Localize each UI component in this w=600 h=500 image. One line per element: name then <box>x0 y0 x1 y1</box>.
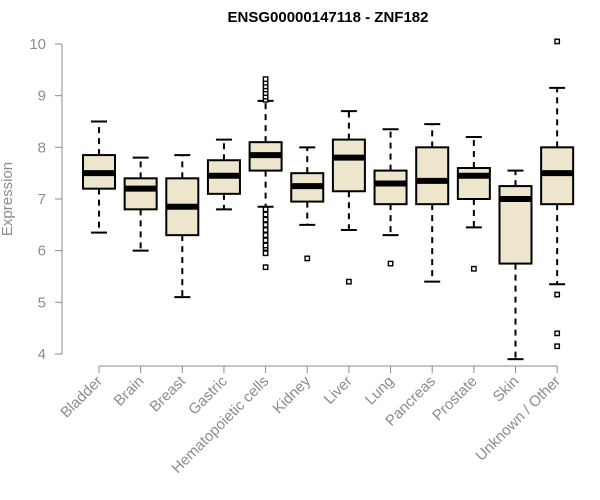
iqr-box <box>123 177 158 211</box>
outlier-point <box>554 38 561 45</box>
x-tick-label: Skin <box>490 373 523 406</box>
outlier-point <box>262 237 269 244</box>
outlier-point <box>554 330 561 337</box>
box-prostate <box>456 136 491 272</box>
y-axis-label: Expression <box>0 162 16 236</box>
box-kidney <box>290 146 325 262</box>
x-tick-label: Lung <box>362 373 398 409</box>
chart-title: ENSG00000147118 - ZNF182 <box>228 9 429 26</box>
outlier-point <box>554 343 561 350</box>
x-tick-label: Liver <box>321 373 356 408</box>
y-tick-label: 7 <box>38 191 46 208</box>
x-tick-label: Bladder <box>57 373 106 422</box>
outlier-point <box>470 265 477 272</box>
box-pancreas <box>415 123 450 283</box>
outlier-point <box>262 216 269 223</box>
outlier-point <box>262 232 269 239</box>
box-brain <box>123 156 158 252</box>
box-bladder <box>82 120 116 234</box>
iqr-box <box>373 169 408 206</box>
outlier-point <box>262 264 269 271</box>
box-lung <box>373 128 408 267</box>
outlier-point <box>262 206 269 213</box>
y-tick-label: 6 <box>38 243 46 260</box>
outlier-point <box>304 255 311 262</box>
outlier-point <box>346 278 352 285</box>
x-tick-label: Brain <box>111 373 148 410</box>
y-tick-label: 8 <box>38 139 46 156</box>
y-tick-label: 9 <box>38 88 46 105</box>
box-breast <box>165 154 200 299</box>
x-tick-label: Prostate <box>429 373 481 425</box>
outlier-point <box>262 211 269 218</box>
y-tick-label: 4 <box>38 346 46 363</box>
outlier-point <box>554 291 561 298</box>
y-ticks: 4 5 6 7 8 9 10 <box>29 36 62 363</box>
outlier-point <box>262 221 269 228</box>
x-tick-label: Kidney <box>270 372 315 417</box>
iqr-box <box>456 167 491 200</box>
y-tick-label: 10 <box>29 36 46 53</box>
outlier-point <box>262 227 269 233</box>
boxes-layer <box>82 38 575 361</box>
box-gastric <box>206 138 241 211</box>
iqr-box <box>415 146 450 206</box>
y-tick-label: 5 <box>38 294 46 311</box>
outlier-point <box>262 242 269 249</box>
box-unknown-other <box>540 38 575 350</box>
iqr-box <box>331 138 366 193</box>
box-liver <box>331 110 366 285</box>
x-tick-label: Breast <box>146 372 189 415</box>
outlier-point <box>387 260 394 267</box>
box-skin <box>498 169 533 361</box>
outlier-point <box>262 250 269 257</box>
box-hematopoietic-cells <box>248 76 283 271</box>
outlier-point <box>262 76 269 83</box>
